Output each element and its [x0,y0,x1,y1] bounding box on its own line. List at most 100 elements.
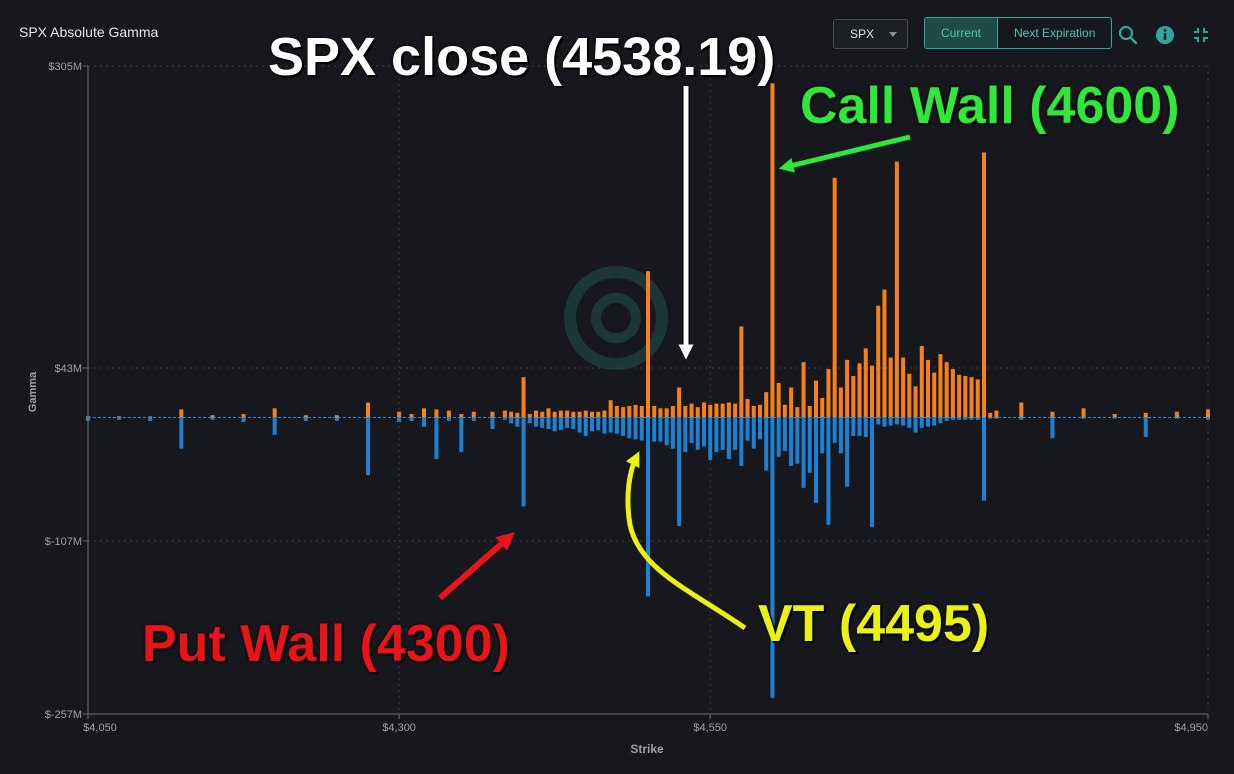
put-wall-annotation: Put Wall (4300) [142,615,510,673]
call-gamma-bar [627,405,632,418]
call-gamma-bar [1019,402,1024,418]
x-tick-label: $4,050 [83,722,117,734]
put-gamma-bar [907,417,912,428]
call-gamma-bar [614,405,619,418]
call-gamma-bar [975,379,980,418]
put-gamma-bar [863,417,868,438]
call-gamma-bar [633,404,638,418]
put-gamma-bar [926,417,930,427]
call-gamma-bar [117,416,122,418]
put-gamma-bar [963,417,968,420]
spx-close-annotation: SPX close (4538.19) [268,27,776,87]
expiration-toggle: Current Next Expiration [924,17,1113,49]
call-gamma-bar [241,414,246,418]
put-gamma-bar [502,417,507,420]
put-gamma-bar [1050,417,1055,439]
put-gamma-bar [241,417,246,423]
put-gamma-bar [422,417,426,427]
call-gamma-bar [863,348,868,418]
call-gamma-bar [148,416,153,418]
call-gamma-bar [938,354,943,418]
call-gamma-bar [950,369,955,418]
chevron-down-icon [889,31,897,37]
put-gamma-bar [814,417,818,503]
put-gamma-bar [652,417,657,442]
y-tick-label: $-257M [45,709,82,721]
call-gamma-bar [814,380,818,418]
put-gamma-bar [913,417,918,433]
call-gamma-bar [913,386,918,418]
y-tick-label: $-107M [45,536,82,548]
x-axis-label: Strike [630,742,664,756]
put-gamma-bar [1206,417,1210,420]
next-expiration-button[interactable]: Next Expiration [1014,26,1096,40]
put-gamma-bar [751,417,756,449]
put-gamma-bar [739,417,744,466]
ticker-select[interactable]: SPX [833,19,908,49]
info-icon[interactable] [1154,24,1176,46]
put-wall-arrow [438,532,515,601]
call-gamma-bar [982,152,986,418]
put-gamma-bar [1143,417,1148,438]
put-gamma-bar [534,417,538,427]
call-gamma-bar [590,411,594,418]
put-gamma-bar [179,417,184,449]
put-gamma-bar [857,417,862,436]
call-gamma-bar [446,410,451,418]
call-gamma-bar [969,377,974,418]
call-gamma-bar [515,412,520,418]
search-icon[interactable] [1117,24,1139,46]
put-gamma-bar [515,417,520,427]
call-gamma-bar [509,411,514,418]
put-gamma-bar [571,417,576,430]
put-gamma-bar [434,417,439,460]
call-gamma-bar [901,357,906,418]
call-gamma-bar [776,382,781,418]
put-gamma-bar [366,417,370,476]
call-gamma-bar [577,411,582,418]
put-gamma-bar [509,417,514,424]
call-gamma-bar [397,411,402,418]
call-gamma-bar [826,369,831,418]
put-gamma-bar [148,417,153,421]
call-gamma-bar [1112,414,1117,418]
current-expiration-button[interactable]: Current [925,18,999,48]
put-gamma-bar [726,417,731,460]
call-gamma-bar [502,410,507,418]
call-wall-annotation: Call Wall (4600) [800,77,1180,135]
put-gamma-bar [876,417,881,425]
put-gamma-bar [994,417,999,419]
call-gamma-bar [602,410,607,418]
call-gamma-bar [646,271,650,418]
put-gamma-bar [901,417,906,426]
call-gamma-bar [534,410,538,418]
collapse-icon[interactable] [1190,24,1212,46]
call-gamma-bar [907,373,912,418]
y-axis-label: Gamma [27,371,39,412]
put-gamma-bar [621,417,626,436]
call-gamma-bar [1206,409,1210,418]
put-gamma-bar [795,417,800,464]
y-tick-label: $43M [54,363,82,375]
call-gamma-bar [540,411,545,418]
call-gamma-bar [770,83,775,418]
put-gamma-bar [894,417,899,425]
call-gamma-bar [739,326,744,418]
call-wall-arrow [778,134,911,173]
call-gamma-bar [434,409,439,418]
call-gamma-bar [745,399,750,418]
call-gamma-bar [876,305,881,418]
call-gamma-bar [894,161,899,418]
call-gamma-bar [832,177,837,418]
put-gamma-bar [695,417,700,450]
call-gamma-bar [558,410,563,418]
call-gamma-bar [720,403,725,418]
put-gamma-bar [583,417,588,436]
call-gamma-bar [789,387,794,418]
put-gamma-bar [590,417,594,432]
put-gamma-bar [446,417,451,421]
vt-arrow [625,451,747,631]
call-gamma-bar [963,376,968,418]
call-gamma-bar [695,407,700,418]
call-gamma-bar [795,407,800,418]
